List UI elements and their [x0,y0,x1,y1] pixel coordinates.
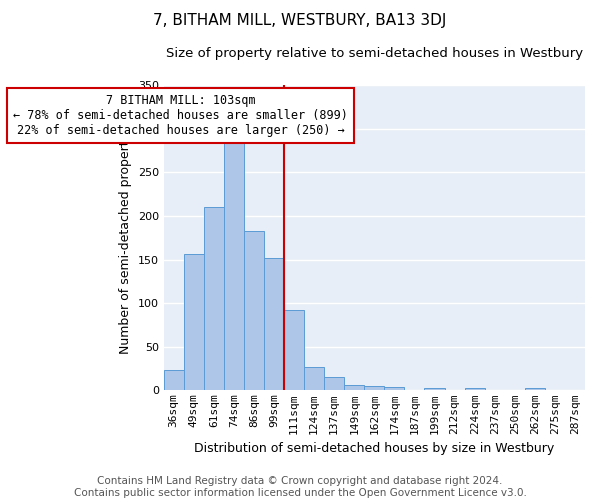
Text: Contains HM Land Registry data © Crown copyright and database right 2024.
Contai: Contains HM Land Registry data © Crown c… [74,476,526,498]
Bar [424,388,445,390]
Bar [164,370,184,390]
Bar [364,386,385,390]
Bar [324,378,344,390]
Text: 7 BITHAM MILL: 103sqm
← 78% of semi-detached houses are smaller (899)
22% of sem: 7 BITHAM MILL: 103sqm ← 78% of semi-deta… [13,94,348,137]
Bar [304,367,324,390]
Bar [224,142,244,390]
Bar [204,208,224,390]
Title: Size of property relative to semi-detached houses in Westbury: Size of property relative to semi-detach… [166,48,583,60]
Bar [184,254,204,390]
Y-axis label: Number of semi-detached properties: Number of semi-detached properties [119,122,132,354]
Bar [244,231,264,390]
Bar [385,387,404,390]
Bar [284,310,304,390]
Bar [525,388,545,390]
Bar [464,388,485,390]
Bar [344,385,364,390]
Bar [264,258,284,390]
Text: 7, BITHAM MILL, WESTBURY, BA13 3DJ: 7, BITHAM MILL, WESTBURY, BA13 3DJ [154,12,446,28]
X-axis label: Distribution of semi-detached houses by size in Westbury: Distribution of semi-detached houses by … [194,442,554,455]
